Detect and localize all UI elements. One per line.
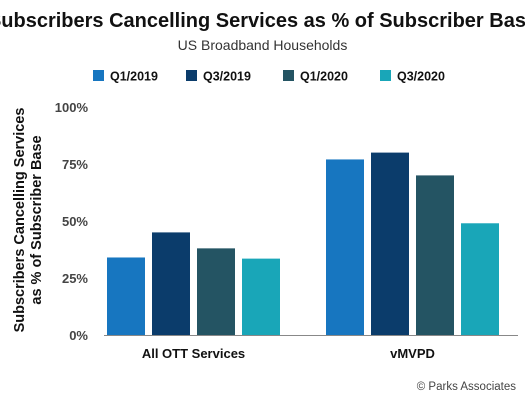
chart-title: Subscribers Cancelling Services as % of … xyxy=(0,10,525,32)
legend-swatch-1 xyxy=(186,70,197,81)
category-labels: All OTT Services vMVPD xyxy=(142,346,435,361)
bar-1-0 xyxy=(326,159,364,335)
y-axis-label-line-2: as % of Subscriber Base xyxy=(29,135,45,304)
bars xyxy=(107,152,499,335)
legend: Q1/2019 Q3/2019 Q1/2020 Q3/2020 xyxy=(93,70,445,84)
chart-subtitle: US Broadband Households xyxy=(178,37,348,53)
y-axis-label-line-1: Subscribers Cancelling Services xyxy=(12,108,28,333)
credit-text: © Parks Associates xyxy=(417,381,516,393)
legend-swatch-2 xyxy=(283,70,294,81)
y-tick-label: 0% xyxy=(69,328,88,343)
bar-0-1 xyxy=(152,232,190,335)
bar-0-2 xyxy=(197,248,235,335)
y-axis-ticks: 0% 25% 50% 75% 100% xyxy=(55,100,89,343)
legend-swatch-3 xyxy=(380,70,391,81)
legend-label-0: Q1/2019 xyxy=(110,70,158,84)
y-tick-label: 75% xyxy=(62,157,88,172)
bar-1-1 xyxy=(371,152,409,335)
category-label-1: vMVPD xyxy=(390,346,435,361)
legend-label-1: Q3/2019 xyxy=(203,70,251,84)
y-tick-label: 25% xyxy=(62,271,88,286)
bar-0-0 xyxy=(107,257,145,335)
legend-label-3: Q3/2020 xyxy=(397,70,445,84)
bar-0-3 xyxy=(242,258,280,335)
y-tick-label: 100% xyxy=(55,100,89,115)
category-label-0: All OTT Services xyxy=(142,346,245,361)
bar-1-3 xyxy=(461,223,499,335)
legend-label-2: Q1/2020 xyxy=(300,70,348,84)
y-tick-label: 50% xyxy=(62,214,88,229)
legend-swatch-0 xyxy=(93,70,104,81)
bar-1-2 xyxy=(416,175,454,335)
